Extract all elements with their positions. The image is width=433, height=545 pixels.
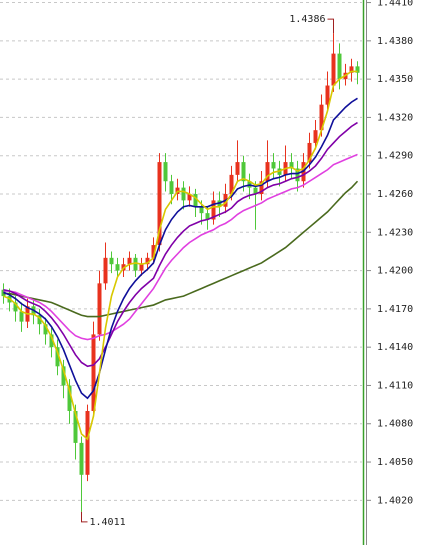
candle-body (331, 53, 336, 86)
candle-body (313, 130, 318, 143)
plot: 1.4386 1.4011 (1, 14, 360, 528)
candle-body (289, 162, 294, 169)
candle-body (91, 334, 96, 411)
candle-body (271, 162, 276, 169)
candle-body (19, 311, 24, 322)
candle-body (13, 302, 18, 312)
candle-body (37, 315, 42, 325)
candle-body (193, 194, 198, 207)
y-tick-label: 1.4290 (377, 151, 413, 162)
candle-body (169, 181, 174, 195)
candle-body (337, 53, 342, 80)
candle-body (253, 187, 258, 195)
candle-body (85, 410, 90, 475)
candle-body (61, 366, 66, 386)
y-tick-label: 1.4020 (377, 495, 413, 506)
candle-body (235, 162, 240, 175)
candle-body (349, 66, 354, 73)
y-tick-label: 1.4050 (377, 457, 413, 468)
annotation-label: 1.4386 (289, 14, 325, 25)
candle-body (325, 85, 330, 105)
annotation-line (327, 18, 334, 34)
candle-body (103, 257, 108, 284)
candle-body (229, 174, 234, 195)
candle-body (79, 442, 84, 475)
y-tick-label: 1.4200 (377, 266, 413, 277)
candle-body (199, 206, 204, 214)
candle-body (307, 142, 312, 163)
y-tick-label: 1.4410 (377, 0, 413, 9)
y-tick-label: 1.4110 (377, 380, 413, 391)
moving-average (3, 70, 358, 441)
y-tick-label: 1.4140 (377, 342, 413, 353)
candle-body (139, 264, 144, 271)
candle-body (187, 194, 192, 201)
candle-body (115, 264, 120, 271)
candle-body (241, 162, 246, 182)
candle-body (259, 181, 264, 195)
candle-body (157, 162, 162, 246)
moving-average (3, 180, 359, 318)
candle-body (265, 162, 270, 182)
candle-body (109, 257, 114, 265)
candle-body (133, 257, 138, 271)
candle-body (163, 162, 168, 182)
candle-body (295, 168, 300, 182)
candle-body (67, 385, 72, 411)
candle-body (355, 66, 360, 73)
candle-body (211, 200, 216, 220)
annotation-label: 1.4011 (90, 517, 126, 528)
y-tick-label: 1.4170 (377, 304, 413, 315)
y-tick-label: 1.4380 (377, 36, 413, 47)
candle-body (73, 410, 78, 443)
candle-body (127, 257, 132, 265)
grid (0, 2, 362, 501)
moving-average (3, 153, 358, 341)
candle-body (97, 283, 102, 335)
y-tick-label: 1.4320 (377, 112, 413, 123)
candle-body (205, 213, 210, 220)
price-axis: 1.4410 1.4380 1.4350 1.4320 1.4290 1.4260 1.42… (366, 0, 413, 506)
y-tick-label: 1.4230 (377, 227, 413, 238)
y-tick-label: 1.4080 (377, 419, 413, 430)
moving-average (3, 121, 358, 368)
candle-body (319, 104, 324, 131)
candle-body (43, 324, 48, 335)
annotation-line (81, 511, 88, 523)
candle-body (49, 334, 54, 348)
moving-average (3, 97, 358, 400)
candle-body (151, 245, 156, 258)
y-tick-label: 1.4260 (377, 189, 413, 200)
candle-body (181, 187, 186, 201)
candle-body (55, 347, 60, 367)
y-tick-label: 1.4350 (377, 74, 413, 85)
candle-body (145, 257, 150, 265)
